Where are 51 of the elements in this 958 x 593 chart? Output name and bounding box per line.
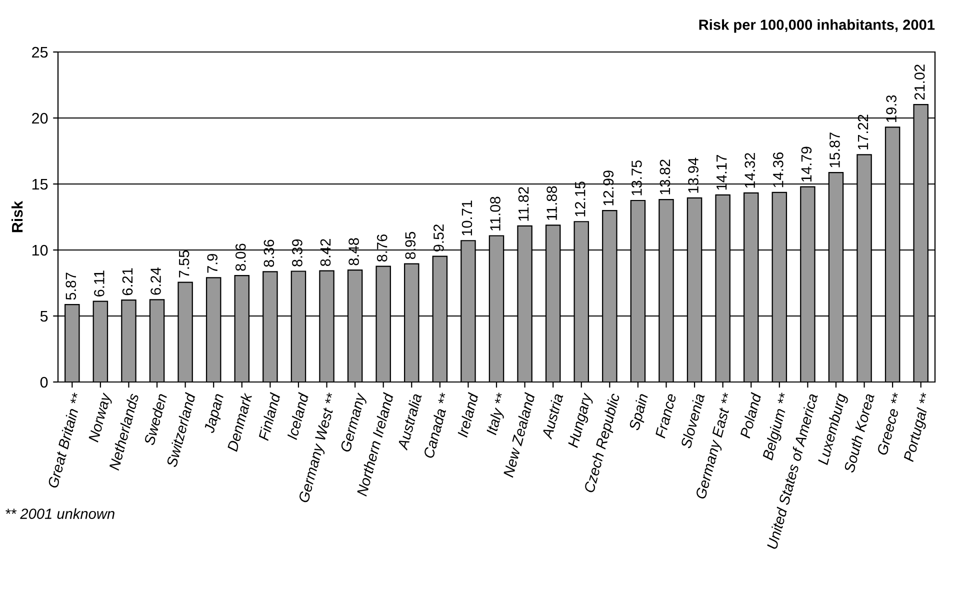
x-tick-label: France	[655, 393, 676, 439]
data-label: 11.88	[546, 186, 557, 220]
data-label: 5.87	[66, 272, 76, 300]
data-label: 10.71	[462, 200, 472, 236]
x-tick-label: Portugal **	[902, 392, 934, 463]
data-label: 13.75	[632, 160, 642, 196]
x-tick-label: Iceland	[286, 392, 309, 440]
data-label: 8.76	[376, 234, 388, 262]
data-label: 7.55	[179, 250, 190, 278]
data-label: 8.36	[264, 240, 274, 267]
data-label: 14.79	[801, 146, 812, 182]
data-label: 7.9	[207, 254, 218, 273]
x-tick-label: Finland	[258, 392, 281, 441]
data-label: 11.08	[490, 196, 500, 230]
data-label: 13.82	[660, 160, 670, 194]
data-label: 11.82	[518, 187, 529, 221]
data-label: 17.22	[858, 114, 868, 150]
x-tick-label: Great Britain **	[47, 392, 83, 488]
chart-title: Risk per 100,000 inhabitants, 2001	[699, 19, 935, 33]
x-tick-label: Sweden	[143, 393, 168, 446]
y-tick-label: 0	[40, 376, 48, 388]
x-tick-label: Denmark	[226, 392, 252, 452]
data-label: 6.24	[150, 268, 161, 295]
x-tick-label: Poland	[739, 392, 762, 439]
x-tick-label: Greece **	[876, 392, 904, 456]
data-label: 6.21	[122, 268, 133, 296]
data-label: 8.95	[405, 232, 416, 260]
y-axis-title: Risk	[11, 200, 23, 232]
data-label: 14.17	[716, 155, 727, 190]
y-tick-label: 10	[32, 244, 48, 256]
x-tick-label: Japan	[204, 393, 227, 434]
y-tick-label: 25	[32, 46, 48, 58]
x-tick-label: Spain	[628, 393, 651, 432]
y-tick-label: 20	[32, 112, 48, 124]
x-tick-label: Austria	[541, 392, 564, 440]
text: ** 2001 unknown	[6, 508, 114, 519]
data-label: 6.11	[94, 270, 104, 296]
y-tick-label: 5	[40, 311, 48, 322]
data-label: 15.87	[830, 132, 840, 168]
x-tick-label: Ireland	[456, 392, 479, 438]
x-tick-label: Belgium **	[762, 392, 793, 462]
data-label: 8.39	[292, 239, 302, 266]
x-tick-label: Australia	[396, 392, 422, 451]
data-label: 12.15	[574, 182, 586, 216]
x-tick-label: Norway	[88, 392, 114, 444]
data-label: 8.42	[320, 239, 331, 266]
data-label: 13.94	[688, 158, 698, 193]
x-tick-label: Canada **	[422, 392, 450, 459]
data-label: 21.02	[914, 64, 925, 100]
y-tick-label: 15	[32, 179, 48, 190]
data-label: 8.48	[348, 238, 359, 266]
